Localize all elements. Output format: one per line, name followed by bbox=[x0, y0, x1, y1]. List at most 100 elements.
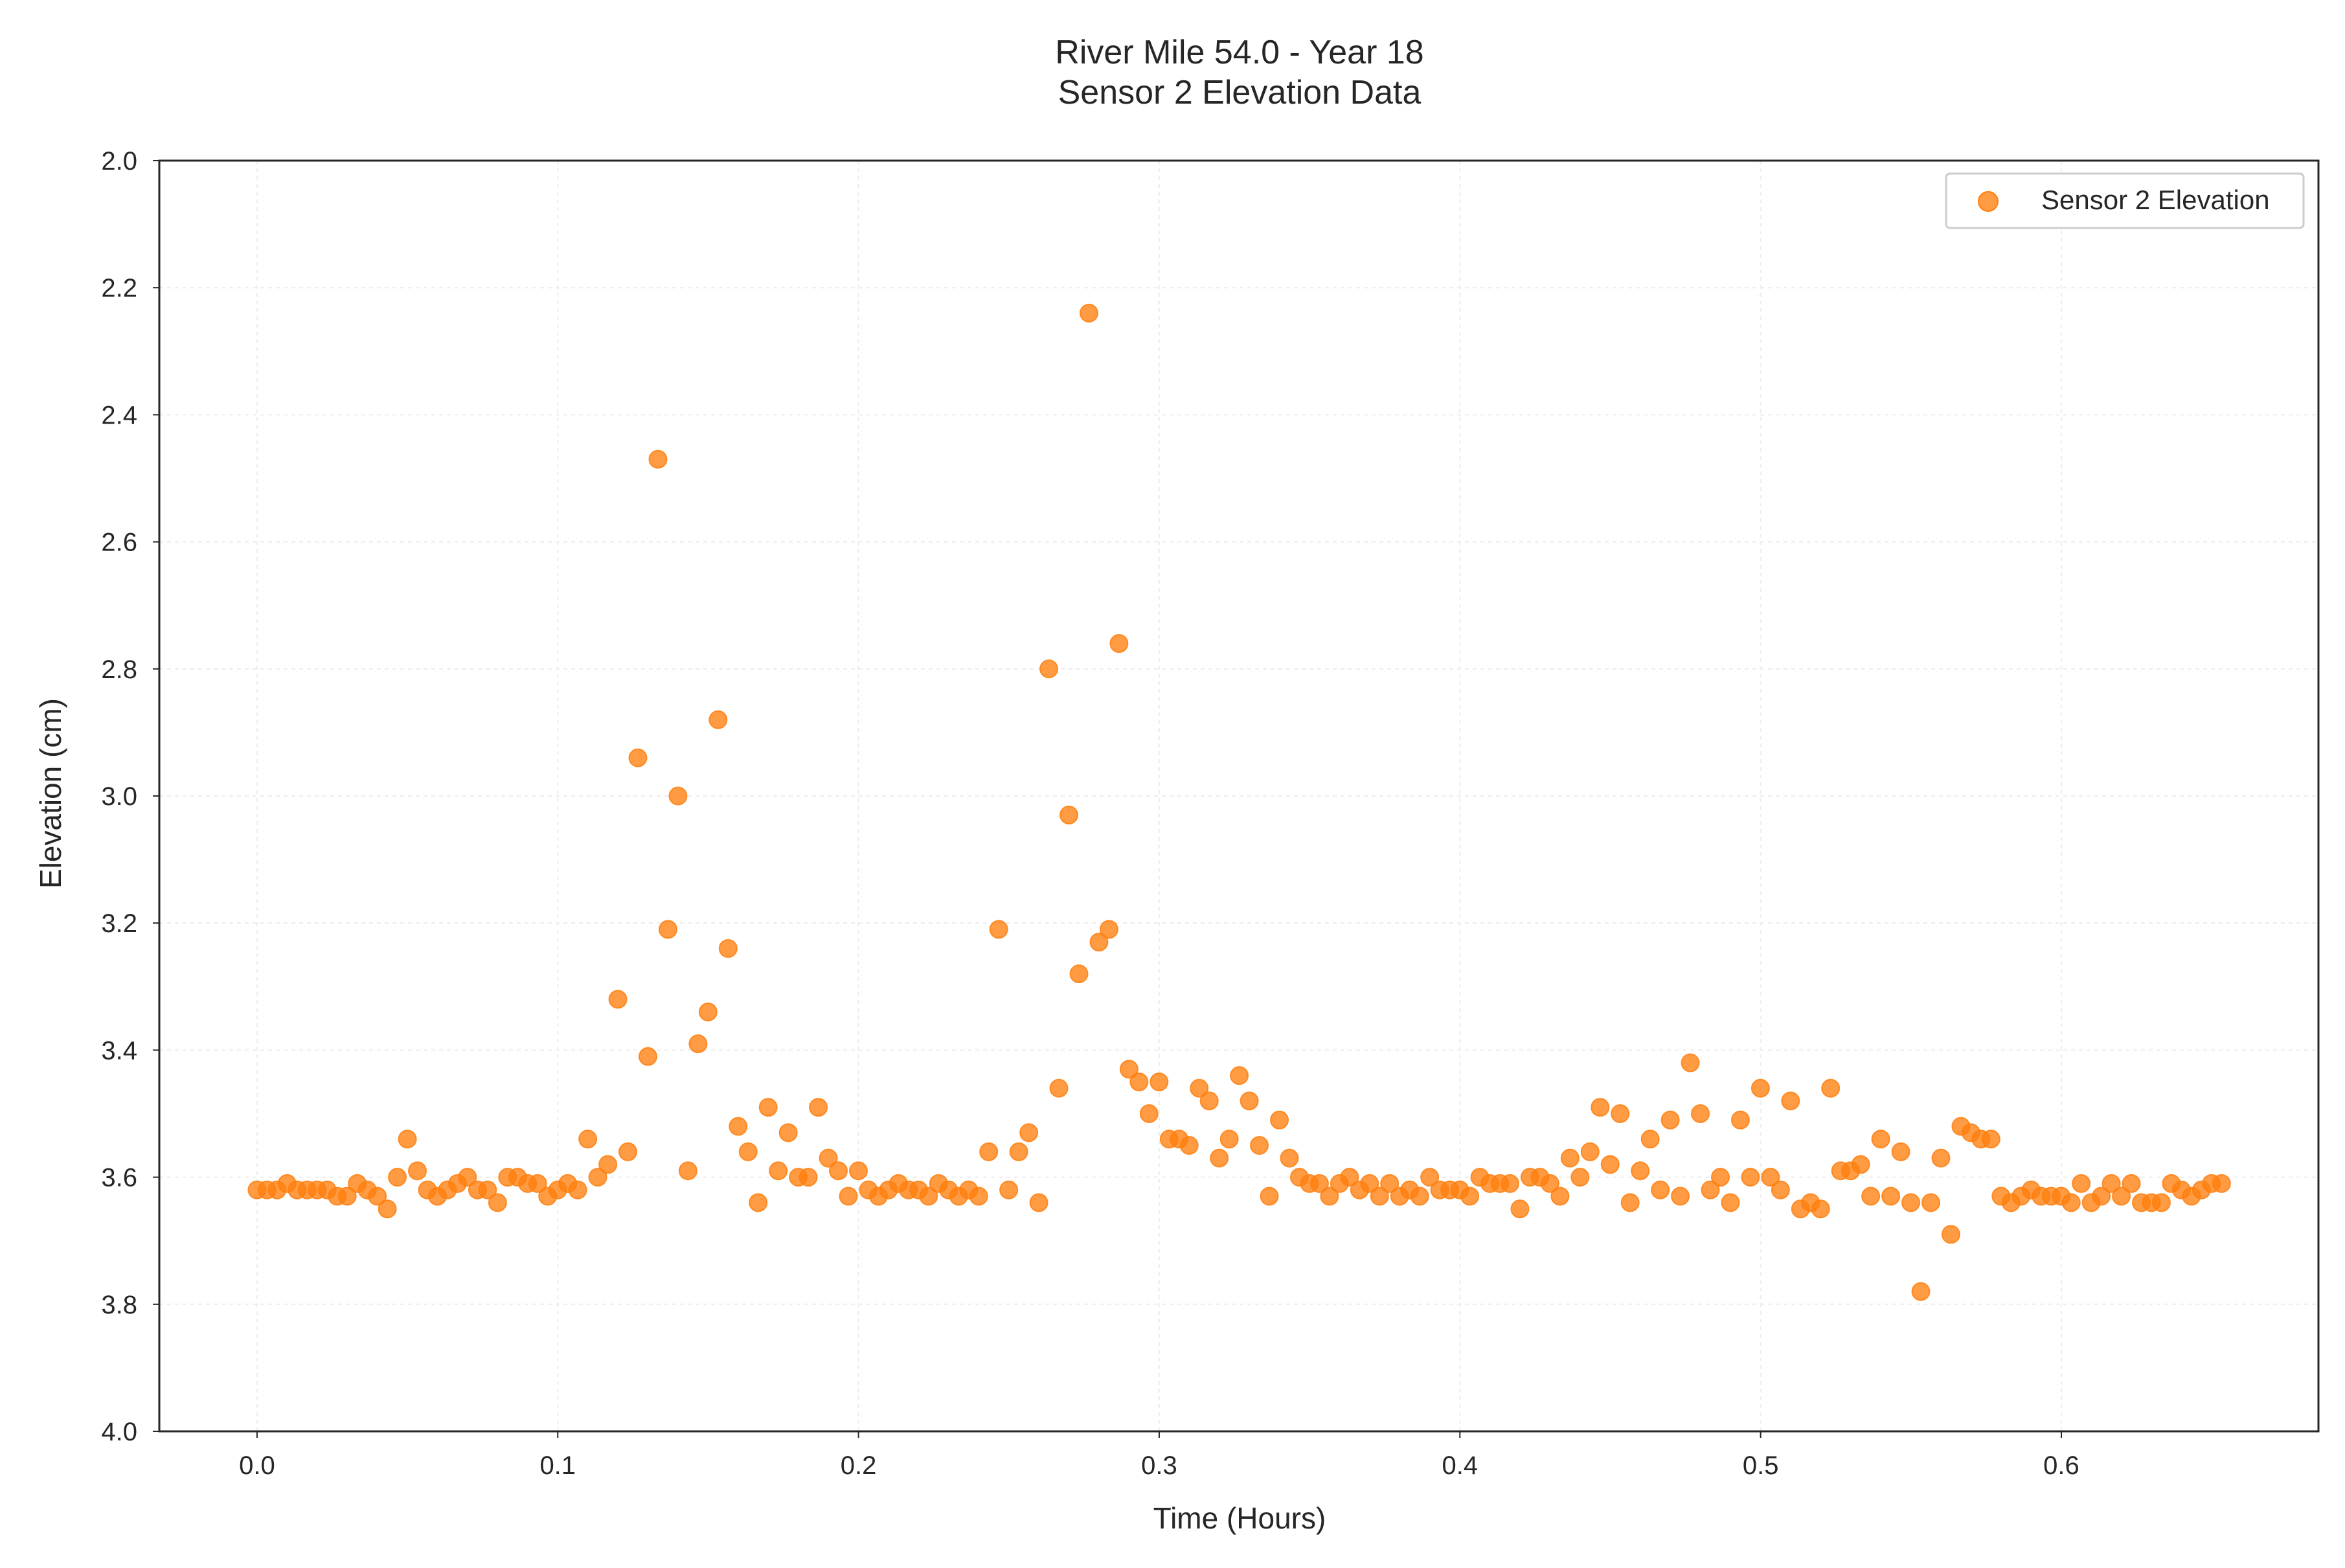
data-point bbox=[2072, 1174, 2091, 1193]
data-point bbox=[1230, 1066, 1249, 1085]
data-point bbox=[999, 1180, 1019, 1199]
data-point bbox=[398, 1130, 417, 1149]
data-point bbox=[568, 1180, 587, 1199]
data-point bbox=[1891, 1142, 1910, 1161]
y-tick-label: 3.8 bbox=[101, 1291, 137, 1319]
data-point bbox=[849, 1161, 868, 1181]
y-axis-ticks: 2.0 2.2 2.4 2.6 2.8 3.0 3.2 3.4 3.6 3.8 4.0 bbox=[101, 147, 159, 1446]
y-tick-label: 3.6 bbox=[101, 1164, 137, 1192]
data-point bbox=[1500, 1174, 1519, 1193]
legend-label: Sensor 2 Elevation bbox=[2041, 185, 2270, 215]
data-point bbox=[1671, 1187, 1690, 1206]
data-point bbox=[1911, 1282, 1931, 1301]
data-point bbox=[1851, 1155, 1870, 1174]
data-point bbox=[388, 1168, 407, 1187]
data-point bbox=[2122, 1174, 2141, 1193]
data-point bbox=[799, 1168, 818, 1187]
y-tick-label: 3.4 bbox=[101, 1036, 137, 1065]
data-point bbox=[769, 1161, 788, 1181]
data-point bbox=[749, 1193, 768, 1212]
data-point bbox=[1270, 1110, 1289, 1130]
y-tick-label: 2.2 bbox=[101, 274, 137, 302]
data-point bbox=[1109, 634, 1129, 653]
data-point bbox=[1811, 1199, 1830, 1219]
data-point bbox=[1871, 1130, 1890, 1149]
data-point bbox=[829, 1161, 848, 1181]
data-point bbox=[1881, 1187, 1901, 1206]
data-point bbox=[809, 1098, 828, 1117]
legend-marker bbox=[1978, 191, 1999, 212]
data-point bbox=[1741, 1168, 1760, 1187]
data-point bbox=[1611, 1104, 1630, 1123]
y-tick-label: 2.4 bbox=[101, 401, 137, 429]
data-point bbox=[729, 1117, 748, 1136]
y-tick-label: 2.6 bbox=[101, 528, 137, 557]
data-point bbox=[1219, 1130, 1239, 1149]
data-point bbox=[1901, 1193, 1921, 1212]
data-point bbox=[1560, 1148, 1580, 1168]
data-point bbox=[1240, 1091, 1259, 1111]
data-point bbox=[1179, 1136, 1199, 1155]
data-point bbox=[668, 786, 688, 806]
data-point bbox=[2101, 1174, 2121, 1193]
data-point bbox=[1771, 1180, 1790, 1199]
data-point bbox=[1681, 1053, 1700, 1073]
data-point bbox=[1129, 1072, 1149, 1091]
data-point bbox=[1761, 1168, 1780, 1187]
y-tick-label: 3.2 bbox=[101, 909, 137, 938]
data-point bbox=[688, 1034, 708, 1054]
x-tick-label: 0.4 bbox=[1442, 1451, 1478, 1480]
x-tick-label: 0.5 bbox=[1743, 1451, 1779, 1480]
data-point bbox=[1550, 1187, 1570, 1206]
data-point bbox=[1340, 1168, 1359, 1187]
data-point bbox=[368, 1187, 387, 1206]
data-point bbox=[1730, 1110, 1750, 1130]
data-point bbox=[658, 920, 677, 939]
data-point bbox=[1600, 1155, 1620, 1174]
data-point bbox=[1099, 920, 1118, 939]
data-point bbox=[628, 748, 648, 767]
data-point bbox=[2092, 1187, 2111, 1206]
chart-subtitle: Sensor 2 Elevation Data bbox=[1058, 74, 1422, 111]
data-point bbox=[639, 1047, 658, 1066]
data-point bbox=[1199, 1091, 1219, 1111]
data-point bbox=[1701, 1180, 1720, 1199]
data-point bbox=[608, 990, 628, 1009]
data-point bbox=[478, 1180, 497, 1199]
data-point bbox=[1781, 1091, 1800, 1111]
data-point bbox=[1410, 1187, 1429, 1206]
data-point bbox=[758, 1098, 778, 1117]
data-point bbox=[1821, 1078, 1841, 1098]
y-tick-label: 3.0 bbox=[101, 782, 137, 811]
data-point bbox=[1069, 964, 1089, 984]
data-point bbox=[618, 1142, 638, 1161]
data-point bbox=[969, 1187, 988, 1206]
x-tick-label: 0.1 bbox=[539, 1451, 576, 1480]
data-point bbox=[698, 1003, 718, 1022]
data-point bbox=[1750, 1078, 1770, 1098]
data-point bbox=[1640, 1130, 1660, 1149]
data-point bbox=[1250, 1136, 1269, 1155]
data-point bbox=[708, 710, 728, 729]
data-point bbox=[488, 1193, 507, 1212]
data-point bbox=[919, 1187, 938, 1206]
data-point bbox=[2112, 1187, 2131, 1206]
data-point bbox=[1380, 1174, 1399, 1193]
data-point bbox=[1420, 1168, 1440, 1187]
data-point bbox=[1981, 1130, 2000, 1149]
x-tick-label: 0.3 bbox=[1141, 1451, 1177, 1480]
data-point bbox=[718, 938, 738, 958]
data-point bbox=[1119, 1060, 1139, 1079]
data-point bbox=[1309, 1174, 1329, 1193]
data-point bbox=[1691, 1104, 1710, 1123]
data-point bbox=[1150, 1072, 1169, 1091]
data-point bbox=[1190, 1078, 1209, 1098]
data-point bbox=[408, 1161, 427, 1181]
data-point bbox=[578, 1130, 598, 1149]
data-point bbox=[1139, 1104, 1159, 1123]
data-point bbox=[458, 1168, 477, 1187]
data-point bbox=[2212, 1174, 2231, 1193]
data-point bbox=[1029, 1193, 1048, 1212]
data-point bbox=[778, 1123, 798, 1142]
